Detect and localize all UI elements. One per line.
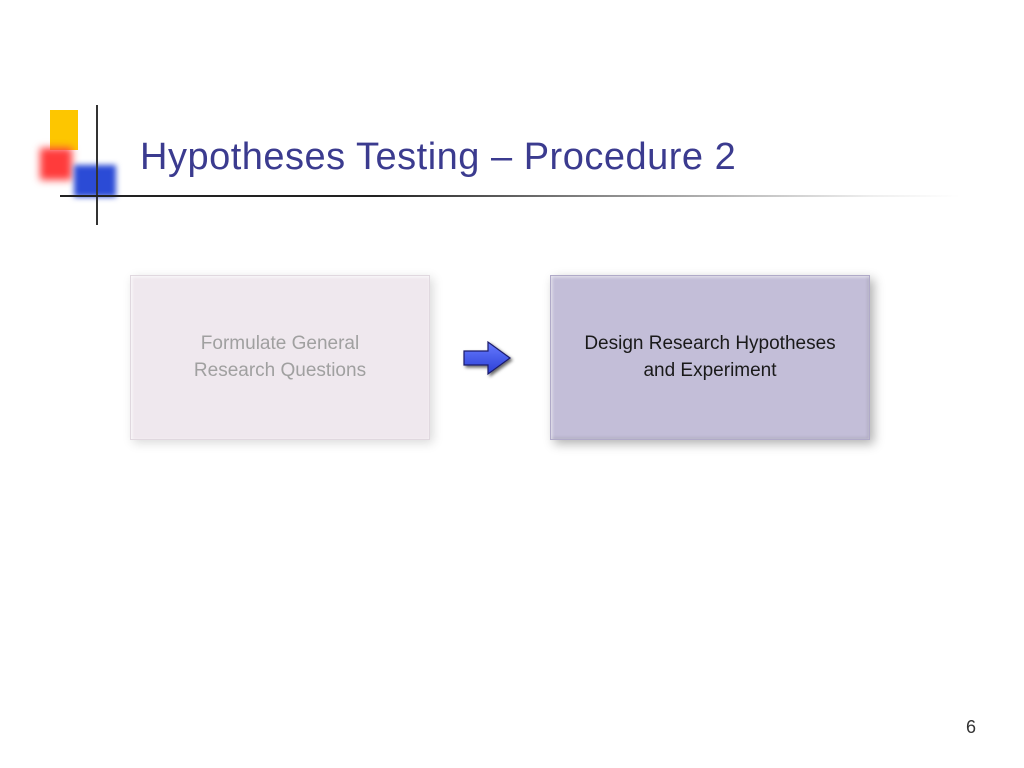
- flowchart-node-label: Design Research Hypothesesand Experiment: [584, 331, 835, 384]
- deco-square-blue: [74, 165, 116, 197]
- flowchart-node-step2: Design Research Hypothesesand Experiment: [550, 275, 870, 440]
- flowchart-node-step1: Formulate GeneralResearch Questions: [130, 275, 430, 440]
- flowchart-diagram: Formulate GeneralResearch Questions Desi…: [130, 275, 870, 440]
- title-rule-vertical: [96, 105, 98, 225]
- title-rule-horizontal: [60, 195, 960, 197]
- slide-corner-decoration: [40, 110, 110, 200]
- deco-square-yellow: [50, 110, 78, 150]
- deco-square-red: [40, 148, 72, 180]
- page-number: 6: [966, 717, 976, 738]
- slide-title: Hypotheses Testing – Procedure 2: [140, 136, 736, 179]
- arrow-right-icon: [460, 336, 520, 380]
- flowchart-node-label: Formulate GeneralResearch Questions: [194, 331, 366, 384]
- flowchart-arrow: [430, 336, 550, 380]
